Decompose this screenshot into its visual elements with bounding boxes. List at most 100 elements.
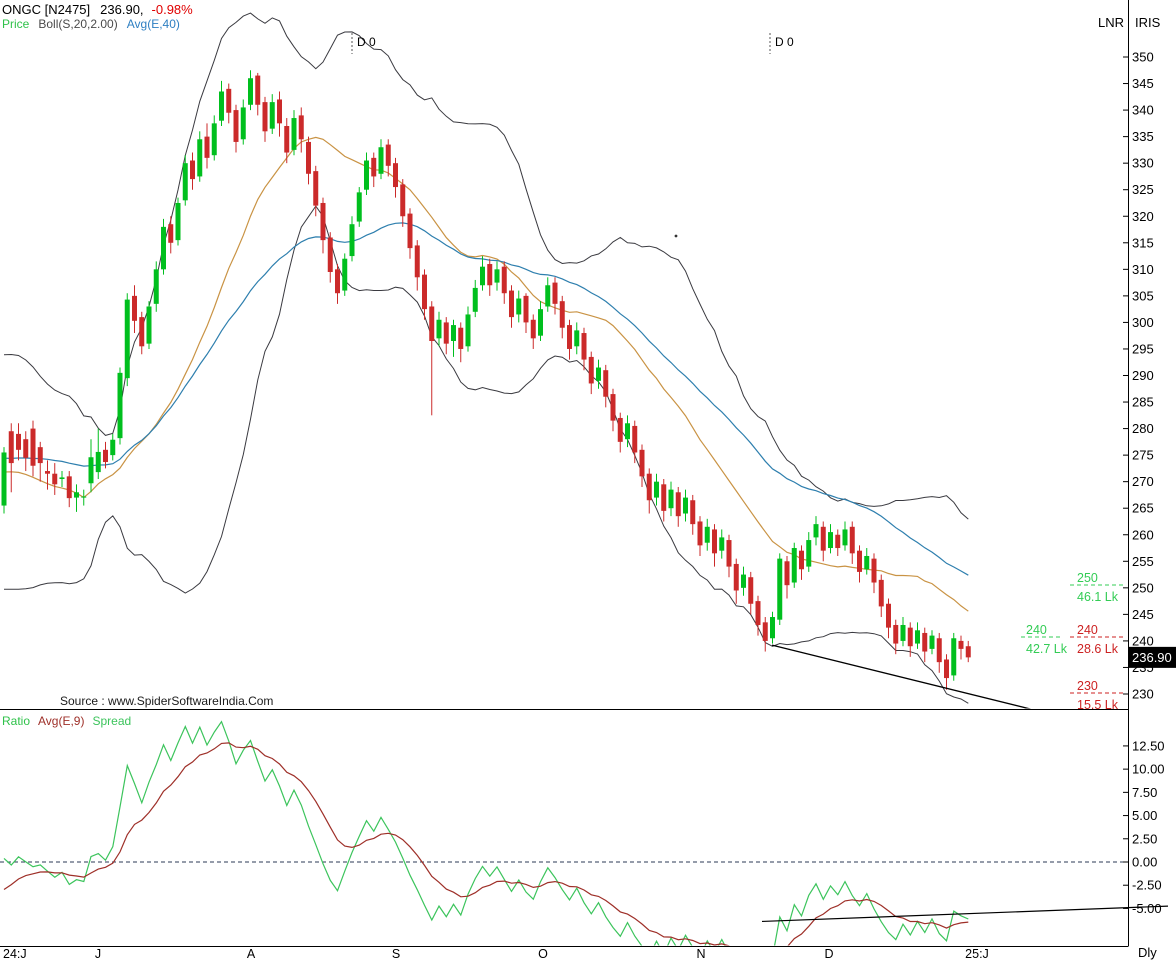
candle-body <box>958 640 964 649</box>
candle-body <box>103 449 108 463</box>
candle-body <box>349 224 355 257</box>
month-label: S <box>392 947 400 961</box>
candle-body <box>900 624 906 641</box>
candle-body <box>436 319 442 339</box>
candle-body <box>371 157 377 177</box>
candle-body <box>683 497 688 514</box>
candle-body <box>871 558 877 583</box>
candle-body <box>610 394 616 421</box>
dividend-marker-label: D 0 <box>775 35 794 49</box>
candle-body <box>45 471 50 474</box>
candle-body <box>842 529 848 546</box>
candle-body <box>385 144 391 166</box>
candle-body <box>277 99 282 124</box>
ratio-tick-label: 2.50 <box>1132 831 1157 846</box>
price-tick-label: 325 <box>1132 182 1154 197</box>
candle-body <box>501 266 507 294</box>
iris-app-label: IRIS <box>1135 15 1161 30</box>
price-tick-label: 295 <box>1132 341 1154 356</box>
candle-body <box>472 287 478 312</box>
ratio-tick-label: -5.00 <box>1132 901 1162 916</box>
candle-body <box>813 524 819 538</box>
candle-body <box>690 500 696 525</box>
candle-body <box>66 476 72 499</box>
candle-body <box>639 449 645 477</box>
candle-body <box>516 298 522 315</box>
candle-body <box>1 452 7 506</box>
candle-body <box>755 601 761 625</box>
candle-body <box>625 423 630 440</box>
oi-level-price: 230 <box>1077 679 1098 693</box>
spread-legend-label: Spread <box>92 714 132 728</box>
candle-body <box>335 269 340 294</box>
candle-body <box>74 492 79 498</box>
candle-body <box>59 477 65 480</box>
candle-body <box>356 192 362 222</box>
oi-level: 240 28.6 Lk <box>1070 623 1125 656</box>
candle-body <box>327 237 333 272</box>
month-label: N <box>696 947 705 961</box>
bollinger-upper-band <box>3 12 969 520</box>
candle-body <box>770 617 775 639</box>
oi-level: 250 46.1 Lk <box>1070 571 1125 604</box>
candle-body <box>451 325 456 341</box>
candle-body <box>893 624 899 644</box>
candle-body <box>719 537 725 551</box>
candle-body <box>494 269 500 283</box>
oi-level-quantity: 15.5 Lk <box>1077 698 1119 712</box>
oi-level: 230 15.5 Lk <box>1070 679 1125 712</box>
price-tick-label: 255 <box>1132 554 1154 569</box>
candle-body <box>603 370 609 397</box>
candle-body <box>864 555 870 570</box>
price-tick-label: 320 <box>1132 209 1154 224</box>
last-price-text: 236.90, <box>100 2 144 17</box>
candle-body <box>16 433 21 450</box>
candle-body <box>646 473 652 501</box>
candlesticks <box>1 70 971 690</box>
price-tick-label: 240 <box>1132 633 1154 648</box>
price-tick-label: 230 <box>1132 687 1154 702</box>
candle-body <box>784 561 790 586</box>
symbol-name: ONGC [N2475] <box>2 2 91 17</box>
timeframe-label[interactable]: Dly <box>1138 945 1157 960</box>
candle-body <box>487 264 493 286</box>
dividend-marker: D 0 <box>769 33 794 54</box>
price-tick-label: 340 <box>1132 103 1154 118</box>
candle-body <box>364 160 369 190</box>
lnr-label[interactable]: LNR <box>1097 15 1124 30</box>
candle-body <box>697 521 703 546</box>
candle-body <box>886 603 891 628</box>
candle-body <box>835 534 841 549</box>
time-axis: 24:J J A S O N D 25:J <box>3 947 989 961</box>
candle-body <box>153 269 159 304</box>
ema40-line <box>3 222 969 576</box>
dividend-marker-label: D 0 <box>357 35 376 49</box>
candle-body <box>632 425 638 453</box>
price-tick-label: 315 <box>1132 235 1154 250</box>
change-percent: -0.98% <box>151 2 193 17</box>
candle-body <box>313 171 319 206</box>
lower-trendline <box>761 905 1169 923</box>
spread-avg-line <box>3 742 969 946</box>
candle-body <box>175 202 181 241</box>
candle-body <box>668 489 674 509</box>
price-tick-label: 245 <box>1132 607 1154 622</box>
candle-body <box>211 123 217 156</box>
candle-body <box>588 356 594 384</box>
oi-level-quantity: 42.7 Lk <box>1026 642 1068 656</box>
candle-body <box>23 439 29 458</box>
candle-body <box>284 126 290 153</box>
candle-body <box>726 540 732 567</box>
candle-body <box>400 184 406 217</box>
price-tick-label: 350 <box>1132 50 1154 65</box>
candle-body <box>233 110 239 142</box>
ratio-tick-label: -2.50 <box>1132 878 1162 893</box>
candle-body <box>219 91 224 121</box>
month-label: O <box>538 947 548 961</box>
candle-body <box>248 78 253 105</box>
price-tick-label: 305 <box>1132 288 1154 303</box>
price-tick-label: 330 <box>1132 156 1154 171</box>
candle-body <box>52 473 58 485</box>
price-tick-label: 250 <box>1132 580 1154 595</box>
